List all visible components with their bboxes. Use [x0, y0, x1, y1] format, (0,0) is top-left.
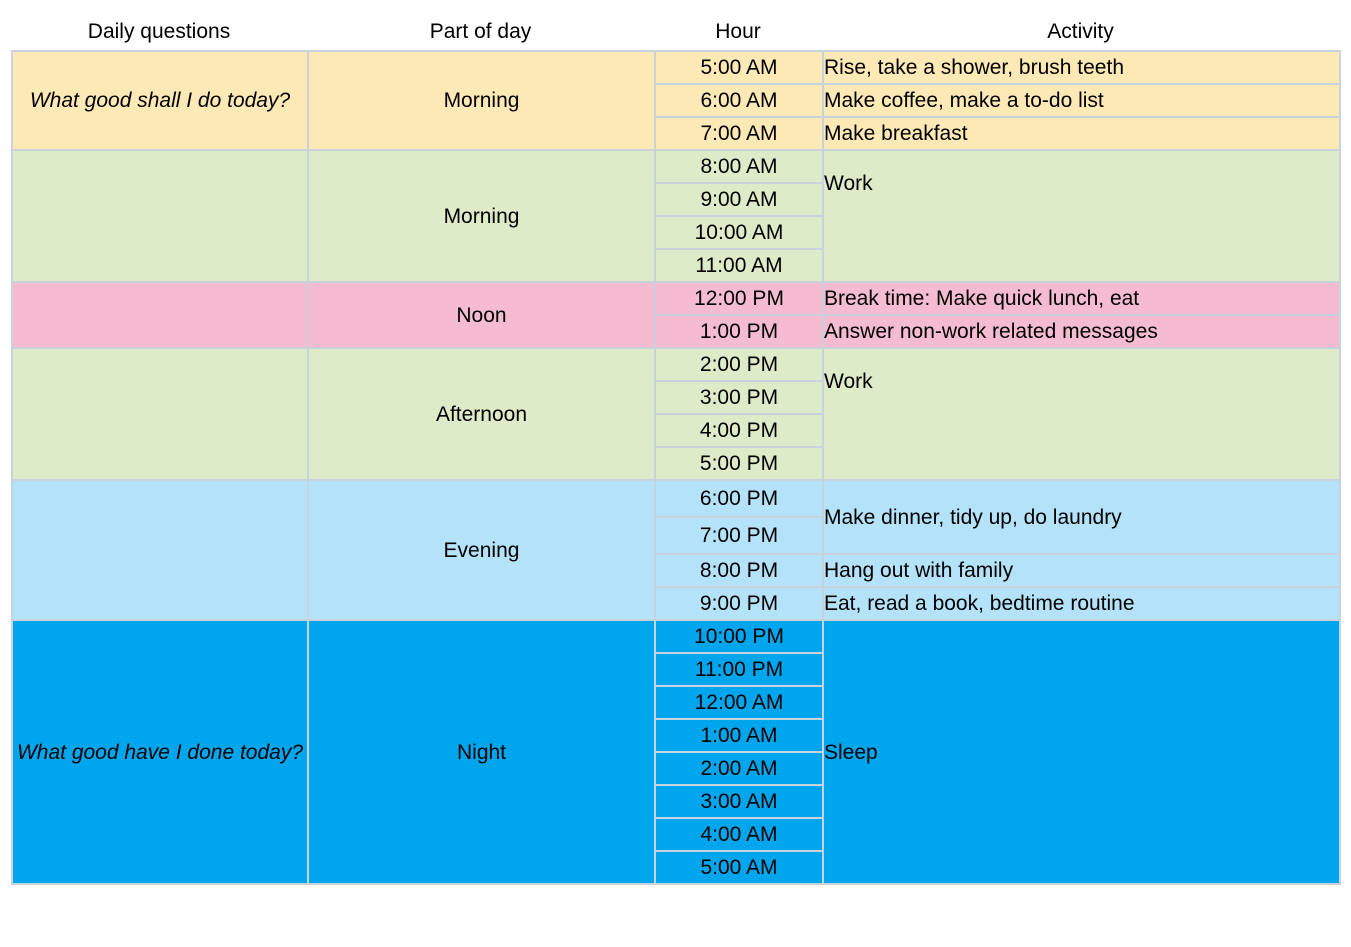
table-row: 5:00 AM	[12, 850, 1340, 885]
table-row: What good shall I do today? Morning 5:00…	[11, 50, 1341, 151]
table-row: 7:00 AM Make breakfast	[12, 116, 1341, 151]
question-cell[interactable]	[11, 347, 309, 481]
table-row: 10:00 AM	[12, 215, 1340, 250]
hour-cell[interactable]: 10:00 AM	[654, 215, 824, 250]
hour-cell[interactable]: 9:00 AM	[654, 182, 824, 217]
table-row: 4:00 PM	[12, 413, 1340, 448]
part-cell-noon[interactable]: Noon	[307, 281, 656, 349]
activity-cell[interactable]: Make dinner, tidy up, do laundry	[822, 479, 1341, 555]
part-cell-night[interactable]: Night	[307, 619, 656, 885]
hour-cell[interactable]: 8:00 AM	[654, 149, 824, 184]
hour-cell[interactable]: 7:00 AM	[654, 116, 824, 151]
table-row: Evening 6:00 PM Make dinner, tidy up, do…	[11, 479, 1341, 621]
table-row: Afternoon 2:00 PM Work	[11, 347, 1341, 481]
hour-cell[interactable]: 4:00 AM	[654, 817, 824, 852]
hour-cell[interactable]: 6:00 AM	[654, 83, 824, 118]
activity-cell[interactable]: Answer non-work related messages	[822, 314, 1341, 349]
table-row: 5:00 PM	[12, 446, 1340, 481]
table-row: 12:00 AM	[12, 685, 1340, 720]
hour-cell[interactable]: 8:00 PM	[654, 553, 824, 588]
header-activity: Activity	[1047, 20, 1114, 43]
hour-cell[interactable]: 2:00 AM	[654, 751, 824, 786]
hour-cell[interactable]: 1:00 PM	[654, 314, 824, 349]
part-cell-morning-work[interactable]: Morning	[307, 149, 656, 283]
activity-cell[interactable]: Eat, read a book, bedtime routine	[822, 586, 1341, 621]
hour-cell[interactable]: 10:00 PM	[654, 619, 824, 654]
question-cell-morning[interactable]: What good shall I do today?	[11, 50, 309, 151]
hour-cell[interactable]: 5:00 AM	[654, 850, 824, 885]
hour-cell[interactable]: 11:00 PM	[654, 652, 824, 687]
hour-cell[interactable]: 4:00 PM	[654, 413, 824, 448]
table-row: 3:00 AM	[12, 784, 1340, 819]
table-row: 3:00 PM	[12, 380, 1340, 415]
activity-cell[interactable]: Break time: Make quick lunch, eat	[822, 281, 1341, 316]
schedule-table: What good shall I do today? Morning 5:00…	[11, 50, 1341, 885]
hour-cell[interactable]: 12:00 AM	[654, 685, 824, 720]
activity-cell[interactable]: Rise, take a shower, brush teeth	[822, 50, 1341, 85]
activity-cell[interactable]: Hang out with family	[822, 553, 1341, 588]
hour-cell[interactable]: 12:00 PM	[654, 281, 824, 316]
table-row: 8:00 PM Hang out with family	[12, 553, 1341, 588]
table-row: What good have I done today? Night 10:00…	[11, 619, 1341, 885]
question-cell[interactable]	[11, 281, 309, 349]
activity-cell[interactable]: Make coffee, make a to-do list	[822, 83, 1341, 118]
table-row: 2:00 AM	[12, 751, 1340, 786]
question-cell[interactable]	[11, 479, 309, 621]
activity-cell[interactable]: Make breakfast	[822, 116, 1341, 151]
hour-cell[interactable]: 9:00 PM	[654, 586, 824, 621]
hour-cell[interactable]: 11:00 AM	[654, 248, 824, 283]
hour-cell[interactable]: 3:00 AM	[654, 784, 824, 819]
hour-cell[interactable]: 3:00 PM	[654, 380, 824, 415]
table-row: 1:00 AM	[12, 718, 1340, 753]
activity-cell[interactable]: Work	[822, 149, 1341, 283]
hour-cell[interactable]: 6:00 PM	[654, 479, 824, 518]
header-hour: Hour	[715, 20, 761, 43]
table-row: Morning 8:00 AM Work	[11, 149, 1341, 283]
part-cell-afternoon[interactable]: Afternoon	[307, 347, 656, 481]
header-part-of-day: Part of day	[429, 20, 532, 43]
table-row: 4:00 AM	[12, 817, 1340, 852]
hour-cell[interactable]: 1:00 AM	[654, 718, 824, 753]
activity-cell[interactable]: Sleep	[822, 619, 1341, 885]
hour-cell[interactable]: 5:00 PM	[654, 446, 824, 481]
table-row: 11:00 AM	[12, 248, 1340, 283]
question-cell-night[interactable]: What good have I done today?	[11, 619, 309, 885]
hour-cell[interactable]: 2:00 PM	[654, 347, 824, 382]
hour-cell[interactable]: 5:00 AM	[654, 50, 824, 85]
part-cell-evening[interactable]: Evening	[307, 479, 656, 621]
table-row: 1:00 PM Answer non-work related messages	[12, 314, 1341, 349]
question-cell[interactable]	[11, 149, 309, 283]
table-row: 11:00 PM	[12, 652, 1340, 687]
table-row: Noon 12:00 PM Break time: Make quick lun…	[11, 281, 1341, 349]
part-cell-morning[interactable]: Morning	[307, 50, 656, 151]
table-row: 9:00 AM	[12, 182, 1340, 217]
table-row: 6:00 AM Make coffee, make a to-do list	[12, 83, 1341, 118]
table-row: 7:00 PM	[12, 516, 1340, 555]
activity-cell[interactable]: Work	[822, 347, 1341, 481]
header-daily-questions: Daily questions	[87, 20, 231, 43]
hour-cell[interactable]: 7:00 PM	[654, 516, 824, 555]
table-row: 9:00 PM Eat, read a book, bedtime routin…	[12, 586, 1341, 621]
